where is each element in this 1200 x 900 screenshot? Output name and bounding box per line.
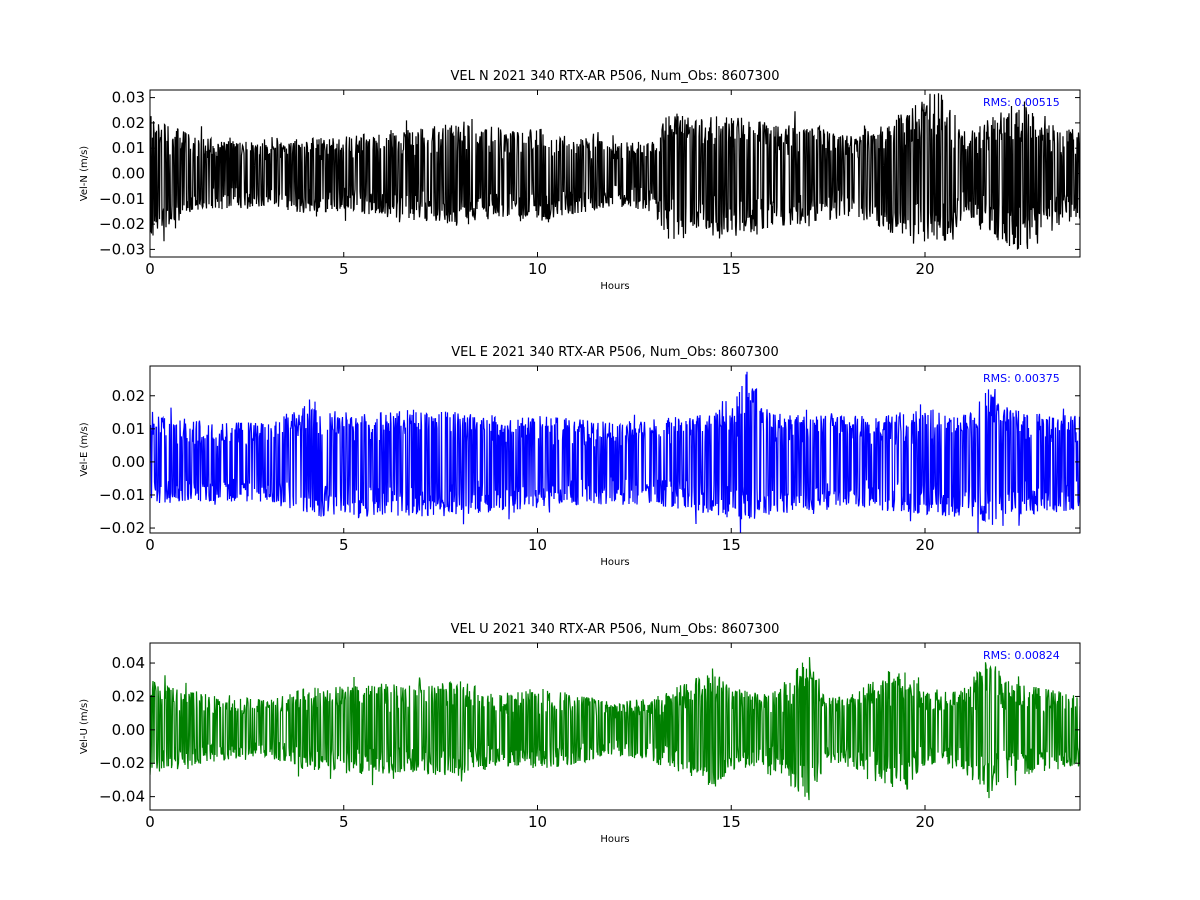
x-tick-label: 10 [528, 536, 547, 554]
y-tick-label: −0.04 [99, 788, 145, 806]
x-tick-label: 5 [339, 260, 349, 278]
y-tick-label: 0.03 [112, 89, 145, 107]
y-tick-label: 0.02 [112, 687, 145, 705]
x-tick-label: 20 [915, 813, 934, 831]
panel-e-plot-area [150, 371, 1080, 533]
y-tick-label: −0.01 [99, 486, 145, 504]
x-tick-label: 15 [722, 536, 741, 554]
chart-title-e: VEL E 2021 340 RTX-AR P506, Num_Obs: 860… [451, 345, 778, 360]
y-tick-label: 0.02 [112, 114, 145, 132]
rms-annotation-n: RMS: 0.00515 [983, 96, 1060, 109]
panel-u-plot-area [150, 657, 1080, 801]
y-tick-label: 0.02 [112, 387, 145, 405]
y-tick-label: 0.01 [112, 139, 145, 157]
x-axis-label-n: Hours [600, 281, 629, 292]
y-tick-label: 0.04 [112, 654, 145, 672]
x-tick-label: 5 [339, 536, 349, 554]
panel-u-axes-frame [149, 642, 1081, 811]
x-tick-label: 15 [722, 813, 741, 831]
y-tick-label: 0.00 [112, 453, 145, 471]
series-line-u [150, 657, 1080, 801]
rms-annotation-u: RMS: 0.00824 [983, 649, 1060, 662]
panel-e-axes-frame [149, 365, 1081, 534]
x-tick-label: 0 [145, 536, 155, 554]
panel-n-plot-area [150, 93, 1080, 250]
panel-n: 0 5 10 15 20 −0.03 −0.02 −0.01 0.00 0.01 0.02 0.03 V… [79, 69, 1081, 292]
y-axis-label-e: Vel-E (m/s) [79, 422, 90, 476]
panel-e: 0 5 10 15 20 −0.02 −0.01 0.00 0.01 0.02 VEL E 2021… [79, 345, 1081, 568]
panel-u: 0 5 10 15 20 −0.04 −0.02 0.00 0.02 0.04 VEL U 2021… [79, 622, 1081, 845]
chart-title-n: VEL N 2021 340 RTX-AR P506, Num_Obs: 860… [451, 69, 780, 84]
x-tick-label: 5 [339, 813, 349, 831]
x-tick-label: 20 [915, 260, 934, 278]
x-axis-label-e: Hours [600, 557, 629, 568]
chart-title-u: VEL U 2021 340 RTX-AR P506, Num_Obs: 860… [451, 622, 780, 637]
y-axis-label-u: Vel-U (m/s) [79, 699, 90, 754]
y-axis-label-n: Vel-N (m/s) [79, 146, 90, 201]
rms-annotation-e: RMS: 0.00375 [983, 372, 1060, 385]
x-tick-label: 20 [915, 536, 934, 554]
y-tick-label: −0.02 [99, 519, 145, 537]
y-tick-label: −0.02 [99, 754, 145, 772]
y-tick-label: 0.00 [112, 721, 145, 739]
y-tick-label: 0.00 [112, 165, 145, 183]
series-line-n [150, 93, 1080, 250]
x-axis-label-u: Hours [600, 834, 629, 845]
y-tick-label: −0.02 [99, 215, 145, 233]
x-tick-label: 15 [722, 260, 741, 278]
x-tick-label: 0 [145, 813, 155, 831]
x-tick-label: 10 [528, 813, 547, 831]
y-tick-label: −0.03 [99, 240, 145, 258]
x-tick-label: 0 [145, 260, 155, 278]
y-tick-label: 0.01 [112, 420, 145, 438]
series-line-e [150, 371, 1080, 533]
x-tick-label: 10 [528, 260, 547, 278]
y-tick-label: −0.01 [99, 190, 145, 208]
